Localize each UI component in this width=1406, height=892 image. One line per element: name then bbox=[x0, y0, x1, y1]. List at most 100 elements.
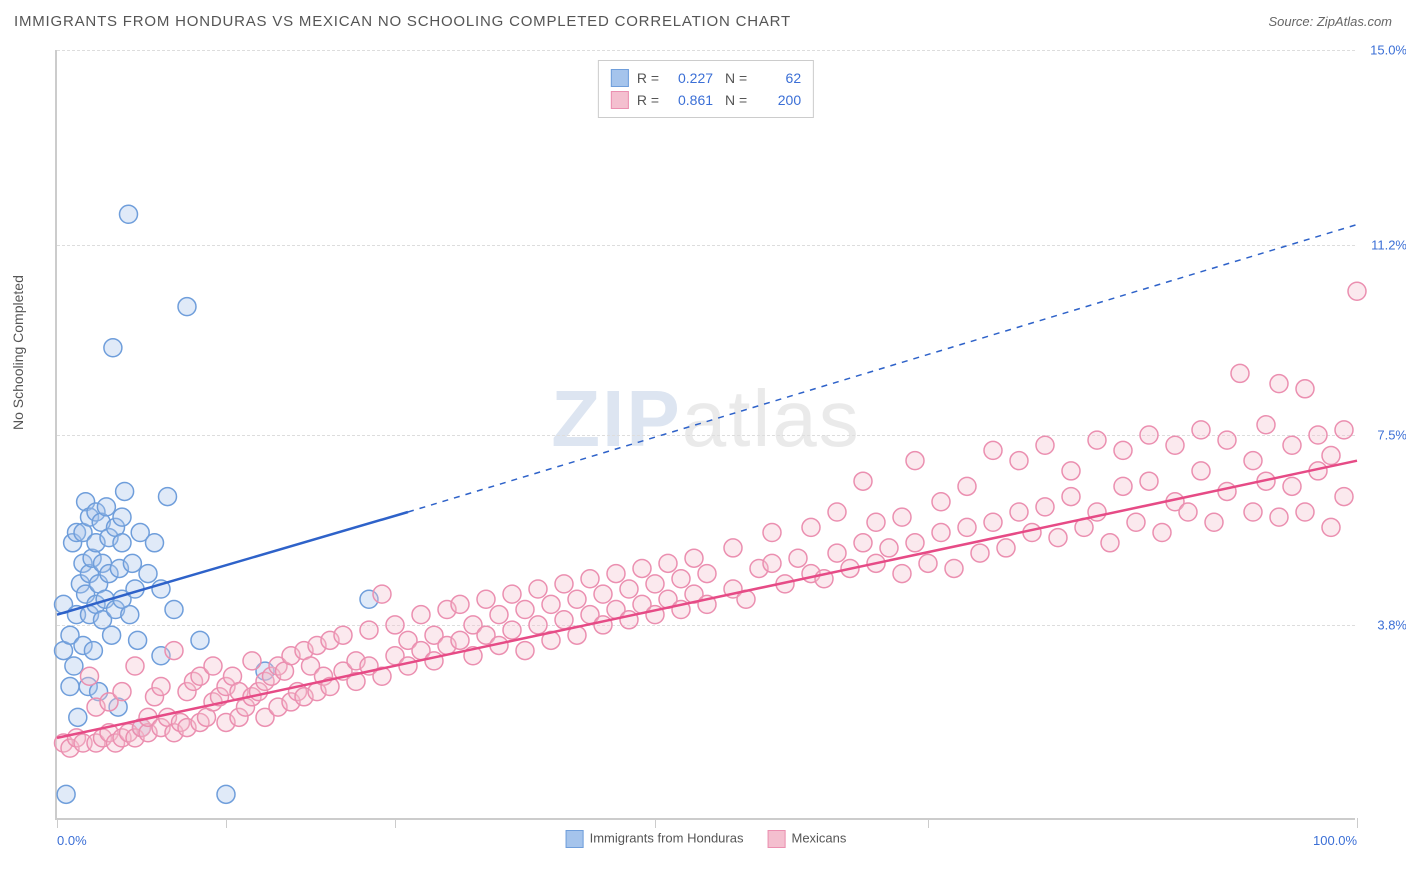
data-point bbox=[646, 575, 664, 593]
data-point bbox=[451, 631, 469, 649]
data-point bbox=[542, 595, 560, 613]
data-point bbox=[1335, 488, 1353, 506]
data-point bbox=[1283, 436, 1301, 454]
x-tick bbox=[928, 818, 929, 828]
data-point bbox=[1114, 477, 1132, 495]
data-point bbox=[620, 580, 638, 598]
data-point bbox=[1231, 364, 1249, 382]
data-point bbox=[113, 683, 131, 701]
data-point bbox=[1010, 452, 1028, 470]
x-tick bbox=[395, 818, 396, 828]
source-label: Source: ZipAtlas.com bbox=[1268, 14, 1392, 29]
data-point bbox=[594, 616, 612, 634]
data-point bbox=[958, 518, 976, 536]
data-point bbox=[1218, 482, 1236, 500]
r-mexicans: 0.861 bbox=[667, 89, 713, 111]
data-point bbox=[139, 565, 157, 583]
data-point bbox=[204, 657, 222, 675]
data-point bbox=[57, 785, 75, 803]
data-point bbox=[503, 585, 521, 603]
data-point bbox=[399, 657, 417, 675]
data-point bbox=[69, 708, 87, 726]
data-point bbox=[789, 549, 807, 567]
data-point bbox=[1348, 282, 1366, 300]
data-point bbox=[97, 498, 115, 516]
data-point bbox=[1309, 426, 1327, 444]
data-point bbox=[1062, 488, 1080, 506]
legend-row-honduras: R = 0.227 N = 62 bbox=[611, 67, 801, 89]
data-point bbox=[477, 590, 495, 608]
data-point bbox=[412, 606, 430, 624]
n-mexicans: 200 bbox=[755, 89, 801, 111]
data-point bbox=[120, 205, 138, 223]
data-point bbox=[103, 626, 121, 644]
data-point bbox=[854, 534, 872, 552]
data-point bbox=[1270, 508, 1288, 526]
legend-swatch-icon bbox=[767, 830, 785, 848]
data-point bbox=[607, 565, 625, 583]
data-point bbox=[724, 539, 742, 557]
y-axis-label: No Schooling Completed bbox=[10, 275, 26, 430]
data-point bbox=[516, 642, 534, 660]
stats-legend: R = 0.227 N = 62 R = 0.861 N = 200 bbox=[598, 60, 814, 118]
data-point bbox=[1153, 524, 1171, 542]
data-point bbox=[1166, 436, 1184, 454]
y-tick-label: 3.8% bbox=[1359, 617, 1406, 632]
data-point bbox=[1296, 380, 1314, 398]
data-point bbox=[1010, 503, 1028, 521]
data-point bbox=[386, 616, 404, 634]
data-point bbox=[1101, 534, 1119, 552]
data-point bbox=[1322, 518, 1340, 536]
data-point bbox=[1322, 447, 1340, 465]
data-point bbox=[360, 621, 378, 639]
data-point bbox=[945, 559, 963, 577]
data-point bbox=[763, 554, 781, 572]
trend-line bbox=[57, 461, 1357, 738]
data-point bbox=[104, 339, 122, 357]
data-point bbox=[659, 554, 677, 572]
data-point bbox=[243, 652, 261, 670]
legend-swatch-icon bbox=[566, 830, 584, 848]
data-point bbox=[1270, 375, 1288, 393]
data-point bbox=[1049, 529, 1067, 547]
data-point bbox=[529, 580, 547, 598]
legend-swatch-honduras bbox=[611, 69, 629, 87]
data-point bbox=[159, 488, 177, 506]
data-point bbox=[932, 524, 950, 542]
data-point bbox=[113, 508, 131, 526]
x-tick bbox=[57, 818, 58, 828]
data-point bbox=[1244, 452, 1262, 470]
data-point bbox=[1127, 513, 1145, 531]
data-point bbox=[121, 606, 139, 624]
data-point bbox=[1088, 431, 1106, 449]
data-point bbox=[1257, 416, 1275, 434]
data-point bbox=[146, 534, 164, 552]
data-point bbox=[165, 601, 183, 619]
data-point bbox=[1036, 436, 1054, 454]
data-point bbox=[828, 503, 846, 521]
page-title: IMMIGRANTS FROM HONDURAS VS MEXICAN NO S… bbox=[14, 13, 791, 30]
data-point bbox=[334, 626, 352, 644]
data-point bbox=[81, 667, 99, 685]
data-point bbox=[1062, 462, 1080, 480]
legend-item-mexicans: Mexicans bbox=[767, 830, 846, 848]
data-point bbox=[61, 678, 79, 696]
data-point bbox=[893, 565, 911, 583]
data-point bbox=[529, 616, 547, 634]
data-point bbox=[984, 513, 1002, 531]
x-axis-tick-label: 100.0% bbox=[1313, 833, 1357, 848]
data-point bbox=[763, 524, 781, 542]
data-point bbox=[854, 472, 872, 490]
legend-row-mexicans: R = 0.861 N = 200 bbox=[611, 89, 801, 111]
data-point bbox=[1140, 472, 1158, 490]
data-point bbox=[178, 298, 196, 316]
data-point bbox=[1036, 498, 1054, 516]
x-axis-tick-label: 0.0% bbox=[57, 833, 87, 848]
data-point bbox=[126, 657, 144, 675]
n-honduras: 62 bbox=[755, 67, 801, 89]
data-point bbox=[672, 570, 690, 588]
data-point bbox=[451, 595, 469, 613]
data-point bbox=[84, 642, 102, 660]
chart-area: ZIPatlas 3.8%7.5%11.2%15.0% R = 0.227 N … bbox=[55, 50, 1355, 820]
data-point bbox=[893, 508, 911, 526]
